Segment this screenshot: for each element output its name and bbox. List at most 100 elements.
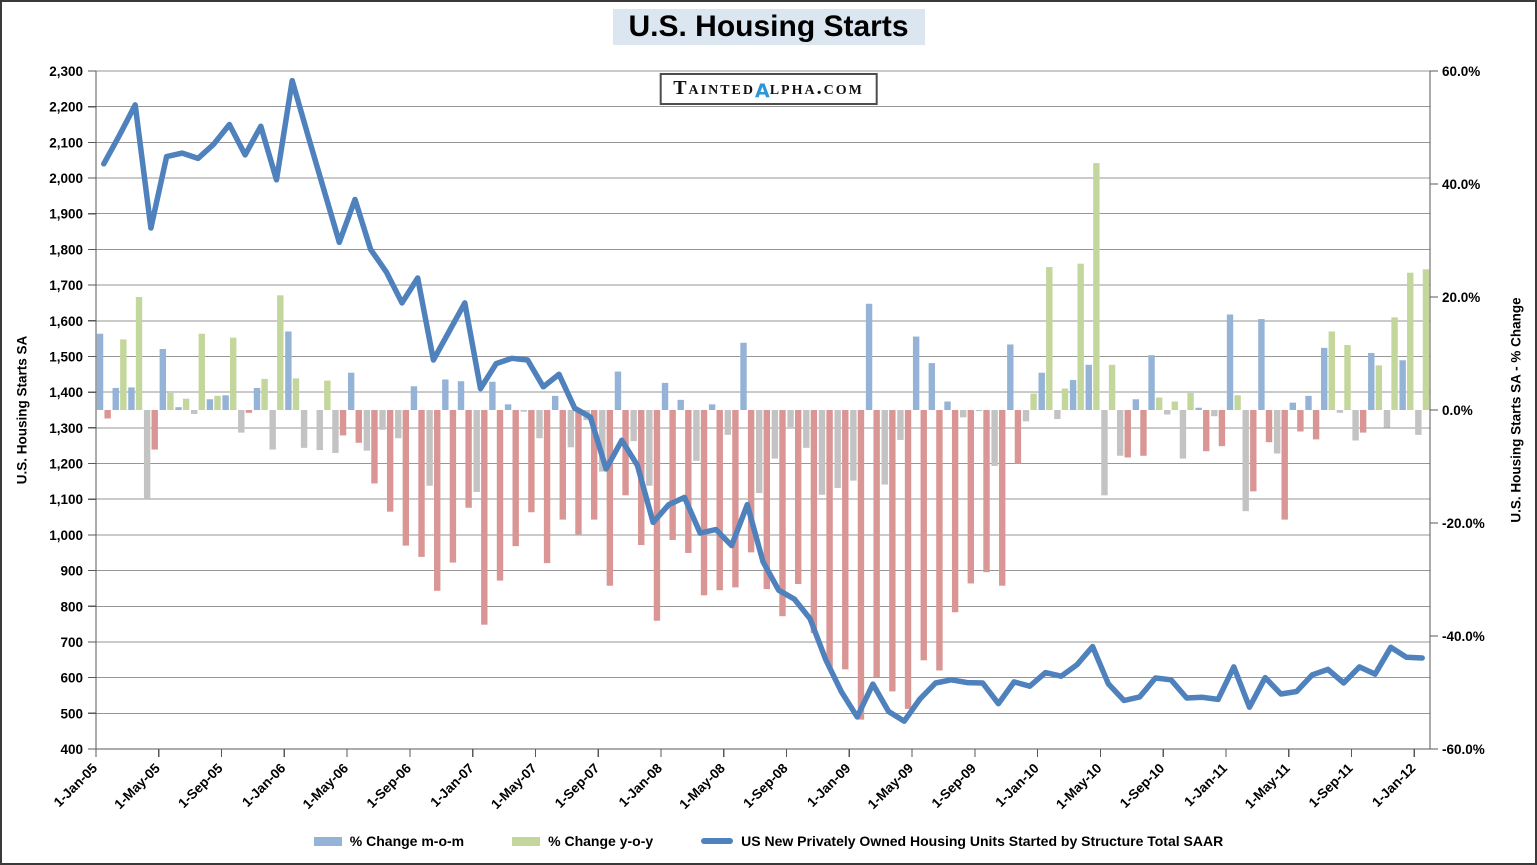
left-tick-label: 700: [60, 635, 83, 650]
mom-bar: [1101, 410, 1108, 496]
yoy-bar: [214, 395, 221, 410]
mom-bar: [551, 395, 559, 410]
mom-bar: [1179, 410, 1187, 459]
left-tick-label: 2,100: [49, 135, 83, 150]
mom-bar: [238, 410, 245, 433]
x-tick-label: 1-Jan-05: [51, 760, 101, 810]
left-tick-label: 800: [60, 599, 83, 614]
mom-bar: [96, 333, 104, 410]
watermark: Taintedαlpha.com: [659, 73, 878, 105]
yoy-bar: [339, 410, 347, 436]
x-tick-label: 1-Sep-06: [364, 760, 415, 811]
yoy-bar: [1281, 410, 1288, 520]
yoy-bar: [857, 410, 865, 720]
legend-item-saar: US New Privately Owned Housing Units Sta…: [701, 833, 1223, 849]
yoy-bar: [1422, 269, 1430, 410]
yoy-bar: [1046, 267, 1053, 410]
left-tick-label: 2,200: [49, 100, 83, 115]
mom-bar: [1336, 410, 1344, 413]
mom-bar: [881, 410, 888, 485]
starts-line: [101, 77, 1425, 724]
yoy-bar: [842, 410, 849, 670]
yoy-bar: [1030, 393, 1037, 410]
mom-bar: [395, 410, 402, 439]
yoy-bar: [402, 410, 410, 546]
yoy-bar: [528, 410, 535, 513]
mom-bar: [1195, 407, 1202, 410]
yoy-bar: [418, 410, 425, 557]
mom-bar: [206, 399, 214, 410]
left-tick-label: 1,500: [49, 349, 83, 364]
yoy-bar: [1375, 365, 1383, 410]
mom-bar: [1148, 355, 1155, 410]
mom-bar: [834, 410, 841, 488]
legend: % Change m-o-m % Change y-o-y US New Pri…: [2, 833, 1535, 849]
yoy-bar: [732, 410, 739, 588]
mom-bar: [1007, 344, 1014, 410]
yoy-bar: [1108, 364, 1116, 410]
left-tick-label: 1,900: [49, 207, 83, 222]
mom-bar: [473, 410, 480, 492]
right-axis-title: U.S. Housing Starts SA - % Change: [1508, 297, 1524, 523]
mom-bar: [599, 410, 606, 472]
yoy-bar: [355, 410, 362, 443]
left-tick-label: 500: [60, 706, 83, 721]
yoy-bar: [951, 410, 959, 613]
mom-bar: [379, 410, 386, 430]
yoy-bar: [1218, 410, 1226, 447]
x-tick-label: 1-Sep-11: [1306, 760, 1356, 810]
yoy-bar: [794, 410, 802, 585]
mom-bar: [536, 410, 543, 439]
yoy-bar: [1312, 410, 1320, 440]
yoy-bar: [936, 410, 943, 671]
yoy-bar: [434, 410, 441, 591]
yoy-bar: [904, 410, 912, 709]
mom-bar: [143, 410, 151, 499]
x-tick-label: 1-Jan-06: [239, 760, 289, 810]
x-tick-label: 1-May-10: [1053, 761, 1104, 812]
mom-bar: [991, 410, 998, 466]
right-tick-label: -40.0%: [1442, 629, 1485, 644]
x-tick-label: 1-May-09: [865, 761, 916, 812]
yoy-bar: [1014, 410, 1022, 464]
mom-bar: [865, 303, 873, 410]
mom-bar: [912, 336, 920, 410]
mom-bar: [1305, 395, 1312, 410]
x-tick-label: 1-Jan-11: [1181, 760, 1230, 809]
right-tick-label: 0.0%: [1442, 403, 1473, 418]
mom-bar: [1054, 410, 1061, 420]
left-tick-label: 1,200: [49, 457, 83, 472]
yoy-bar: [700, 410, 708, 596]
mom-bar: [1242, 410, 1249, 512]
legend-item-yoy: % Change y-o-y: [512, 833, 653, 849]
mom-bar: [944, 401, 951, 410]
right-tick-label: -20.0%: [1442, 516, 1485, 531]
mom-bar: [1383, 410, 1391, 428]
yoy-bar: [496, 410, 504, 581]
yoy-bar: [512, 410, 519, 547]
left-tick-label: 900: [60, 564, 83, 579]
mom-bar: [222, 395, 229, 410]
mom-bar: [897, 410, 904, 440]
yoy-bar: [371, 410, 378, 484]
x-tick-label: 1-Jan-09: [804, 761, 853, 810]
yoy-bar: [889, 410, 896, 692]
yoy-bar: [151, 410, 158, 450]
mom-bar: [1273, 410, 1281, 454]
mom-bar: [112, 387, 119, 410]
yoy-bar: [1234, 395, 1241, 410]
legend-label-mom: % Change m-o-m: [349, 833, 465, 849]
yoy-bar: [1061, 388, 1069, 410]
mom-bar: [191, 410, 198, 414]
x-tick-label: 1-Sep-08: [740, 760, 791, 811]
x-tick-label: 1-Sep-05: [175, 760, 226, 811]
x-tick-label: 1-May-08: [676, 760, 728, 812]
mom-bar: [1352, 410, 1359, 441]
mom-bar: [1085, 364, 1092, 410]
yoy-bar: [1250, 410, 1257, 492]
legend-label-yoy: % Change y-o-y: [548, 833, 654, 849]
mom-bar: [803, 410, 810, 448]
mom-bar: [850, 410, 857, 481]
x-tick-label: 1-Jan-12: [1369, 761, 1418, 810]
